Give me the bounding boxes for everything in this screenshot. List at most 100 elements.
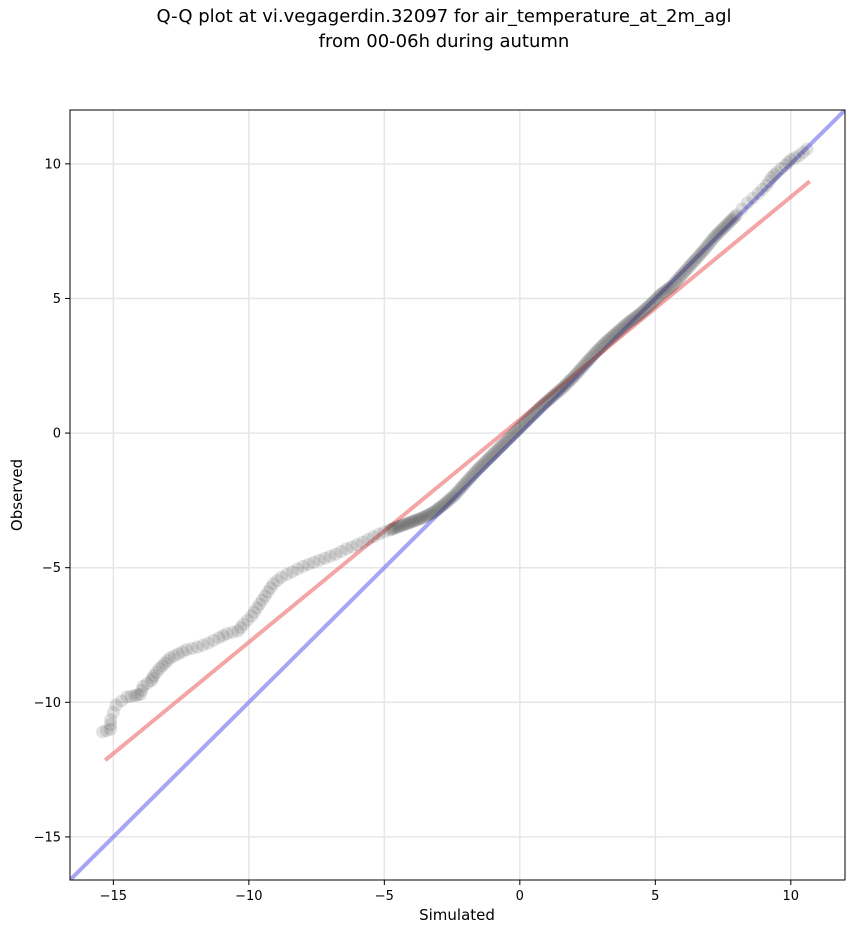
quantile-point — [196, 638, 210, 652]
quantile-point — [334, 545, 348, 559]
quantile-point — [301, 557, 315, 571]
quantile-point — [190, 640, 204, 654]
quantile-point — [220, 627, 234, 641]
quantile-point — [751, 186, 765, 200]
quantile-point — [755, 182, 769, 196]
quantile-point — [406, 514, 420, 528]
quantile-point — [450, 486, 464, 500]
quantile-point — [491, 442, 505, 456]
quantile-point — [527, 406, 541, 420]
quantile-point — [247, 605, 261, 619]
quantile-point — [594, 340, 608, 354]
quantile-point — [270, 573, 284, 587]
quantile-point — [408, 514, 422, 528]
quantile-point — [563, 373, 577, 387]
quantile-point — [614, 322, 628, 336]
quantile-point — [403, 516, 417, 530]
chart-title-line-2: from 00-06h during autumn — [318, 31, 570, 52]
quantile-point — [666, 277, 680, 291]
quantile-point — [788, 151, 802, 165]
quantile-point — [675, 267, 689, 281]
quantile-point — [647, 295, 661, 309]
quantile-point — [562, 375, 576, 389]
quantile-point — [668, 275, 682, 289]
quantile-point — [482, 451, 496, 465]
quantile-point — [486, 448, 500, 462]
quantile-point — [201, 636, 215, 650]
quantile-point — [171, 647, 185, 661]
x-axis-label: Simulated — [419, 906, 495, 924]
quantile-point — [106, 705, 120, 719]
quantile-point — [632, 308, 646, 322]
quantile-point — [185, 641, 199, 655]
quantile-point — [536, 398, 550, 412]
quantile-point — [258, 589, 272, 603]
quantile-point — [513, 421, 527, 435]
quantile-point — [715, 222, 729, 236]
quantile-point — [560, 377, 574, 391]
quantile-point — [495, 439, 509, 453]
quantile-point — [708, 230, 722, 244]
quantile-point — [356, 535, 370, 549]
quantile-point — [497, 437, 511, 451]
quantile-point — [621, 316, 635, 330]
quantile-point — [665, 279, 679, 293]
quantile-point — [421, 508, 435, 522]
quantile-point — [719, 219, 733, 233]
quantile-point — [506, 428, 520, 442]
quantile-point — [722, 215, 736, 229]
quantile-point — [216, 629, 230, 643]
quantile-point — [770, 165, 784, 179]
quantile-point — [612, 324, 626, 338]
quantile-point — [240, 613, 254, 627]
quantile-point — [255, 593, 269, 607]
quantile-point — [634, 306, 648, 320]
quantile-point — [596, 338, 610, 352]
x-tick-label: −10 — [235, 889, 262, 904]
quantile-point — [291, 562, 305, 576]
quantile-point — [469, 464, 483, 478]
quantile-point — [426, 506, 440, 519]
quantile-point — [437, 497, 451, 511]
quantile-point — [266, 577, 280, 591]
quantile-point — [473, 460, 487, 474]
quantile-point — [479, 455, 493, 469]
quantile-point — [163, 651, 177, 665]
quantile-point — [721, 217, 735, 231]
y-tick-label: 0 — [53, 427, 61, 442]
y-tick-label: −10 — [34, 696, 61, 711]
quantile-point — [488, 446, 502, 460]
quantile-point — [124, 689, 138, 703]
quantile-point — [453, 482, 467, 496]
quantile-point — [417, 510, 431, 524]
quantile-point — [686, 255, 700, 269]
quantile-point — [600, 335, 614, 349]
quantile-point — [717, 221, 731, 235]
quantile-point — [433, 500, 447, 514]
quantile-point — [684, 257, 698, 271]
y-tick-label: 5 — [53, 292, 61, 307]
quantile-point — [147, 668, 161, 682]
quantile-point — [531, 403, 545, 417]
quantile-point — [475, 458, 489, 472]
quantile-point — [576, 359, 590, 373]
quantile-point — [605, 330, 619, 344]
quantile-point — [109, 698, 123, 712]
quantile-point — [609, 327, 623, 341]
quantile-point — [466, 468, 480, 482]
quantile-point — [706, 232, 720, 246]
quantile-point — [522, 412, 536, 426]
quantile-point — [681, 261, 695, 275]
quantile-point — [628, 310, 642, 324]
quantile-point — [395, 518, 409, 532]
quantile-point — [212, 631, 226, 645]
quantile-point — [444, 491, 458, 505]
quantile-point — [580, 355, 594, 369]
quantile-point — [683, 259, 697, 273]
quantile-point — [778, 158, 792, 172]
quantile-point — [511, 422, 525, 436]
quantile-point — [307, 555, 321, 569]
quantile-point — [800, 142, 814, 156]
quantile-point — [670, 273, 684, 287]
quantile-point — [618, 319, 632, 333]
